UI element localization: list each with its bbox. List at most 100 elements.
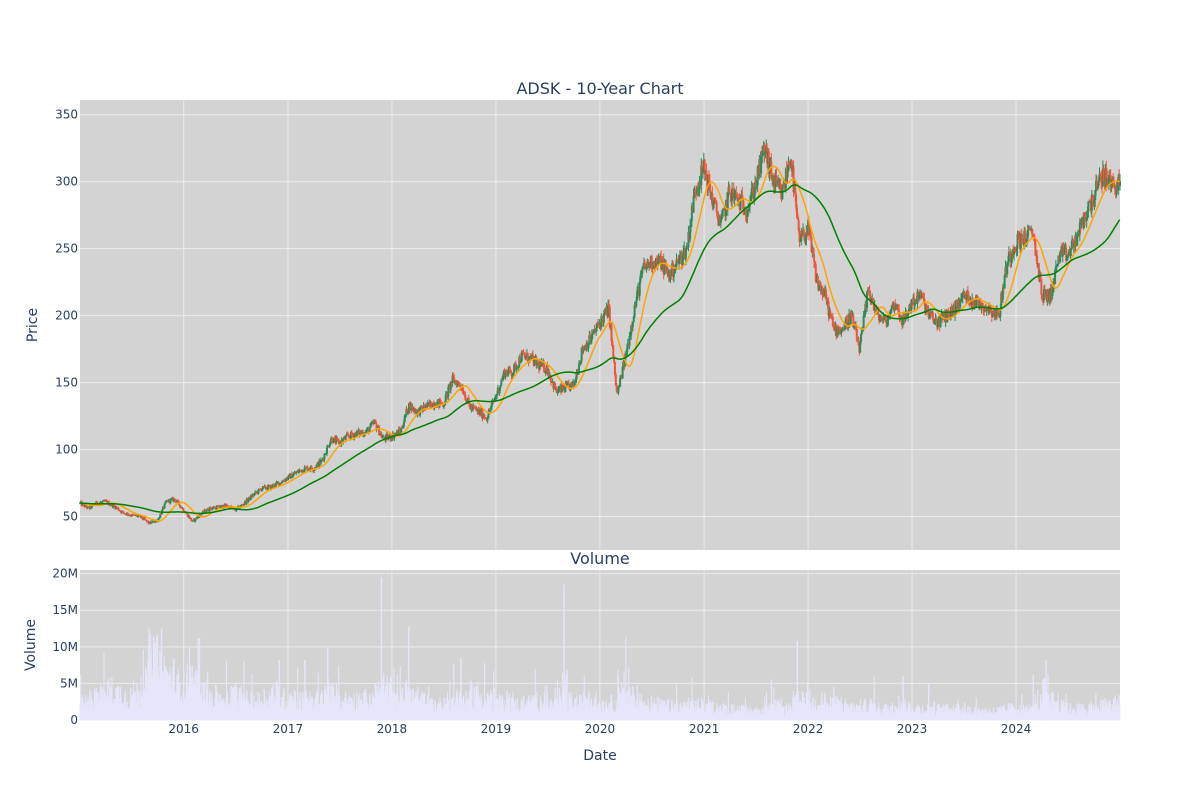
volume-bar bbox=[424, 693, 426, 720]
volume-bar bbox=[907, 709, 909, 720]
volume-bar bbox=[255, 701, 257, 720]
volume-bar bbox=[906, 713, 908, 720]
volume-bar bbox=[194, 684, 196, 720]
volume-bar bbox=[174, 703, 176, 720]
volume-bar bbox=[518, 711, 520, 720]
candle-body bbox=[528, 356, 531, 363]
candle-body bbox=[1091, 194, 1094, 203]
candle-body bbox=[264, 485, 267, 489]
volume-bar bbox=[963, 711, 965, 720]
volume-bar bbox=[1070, 713, 1072, 720]
candle-body bbox=[684, 249, 687, 259]
volume-bar bbox=[156, 696, 158, 720]
volume-bar bbox=[723, 703, 725, 720]
volume-bar bbox=[425, 703, 427, 720]
volume-bar bbox=[85, 702, 87, 720]
volume-bar bbox=[268, 700, 270, 720]
candle-body bbox=[784, 168, 787, 189]
volume-bar bbox=[437, 704, 439, 720]
volume-bar bbox=[127, 707, 130, 720]
volume-bar bbox=[846, 707, 848, 720]
volume-bar bbox=[892, 711, 894, 720]
candle-body bbox=[220, 505, 223, 508]
volume-bar bbox=[523, 712, 525, 720]
volume-bar bbox=[1005, 711, 1007, 720]
volume-bar bbox=[939, 708, 941, 720]
volume-bar bbox=[239, 688, 241, 720]
volume-bar bbox=[413, 698, 416, 720]
candle-body bbox=[859, 341, 862, 353]
volume-bar bbox=[600, 712, 602, 720]
volume-bar bbox=[756, 715, 758, 720]
volume-bar bbox=[882, 708, 884, 720]
volume-bar bbox=[877, 713, 879, 720]
volume-bar bbox=[456, 691, 458, 720]
volume-bar bbox=[167, 672, 169, 720]
candle-body bbox=[985, 309, 988, 311]
candle-body bbox=[1003, 275, 1006, 289]
candle-body bbox=[607, 304, 610, 317]
candle-body bbox=[931, 312, 934, 320]
volume-bar bbox=[1059, 714, 1061, 720]
volume-bar bbox=[407, 693, 409, 720]
volume-bar bbox=[180, 700, 182, 720]
candle-body bbox=[1034, 239, 1037, 256]
candle-body bbox=[844, 318, 847, 330]
candle-body bbox=[761, 150, 764, 156]
candle-body bbox=[247, 499, 250, 502]
candle-body bbox=[465, 400, 468, 402]
volume-bar bbox=[538, 712, 540, 720]
x-axis-title: Date bbox=[583, 748, 616, 764]
candle-body bbox=[733, 192, 736, 199]
volume-bar bbox=[179, 706, 181, 720]
volume-bar bbox=[919, 708, 921, 720]
candle-body bbox=[335, 438, 338, 443]
volume-bar bbox=[726, 715, 728, 720]
volume-bar bbox=[799, 704, 801, 720]
volume-bar bbox=[1084, 711, 1086, 720]
volume-bar bbox=[968, 713, 970, 720]
candle-body bbox=[847, 322, 850, 326]
candle-body bbox=[400, 427, 403, 433]
volume-bar bbox=[602, 713, 604, 720]
candle-body bbox=[852, 315, 855, 328]
volume-bar bbox=[564, 681, 566, 720]
volume-bar bbox=[817, 705, 819, 720]
candle-body bbox=[831, 316, 834, 318]
volume-bar bbox=[216, 691, 218, 720]
volume-bar bbox=[465, 701, 467, 720]
volume-bar bbox=[540, 707, 542, 720]
volume-bar bbox=[321, 690, 323, 720]
candle-body bbox=[384, 434, 387, 441]
volume-bar bbox=[464, 703, 466, 720]
volume-bar bbox=[580, 695, 582, 720]
volume-bar bbox=[1082, 706, 1084, 720]
candle-body bbox=[594, 331, 597, 333]
candle-body bbox=[818, 285, 821, 291]
candle-body bbox=[754, 181, 757, 187]
volume-bar bbox=[802, 691, 804, 720]
volume-bar bbox=[370, 704, 372, 720]
candle-body bbox=[1102, 168, 1105, 182]
candle-body bbox=[748, 206, 751, 211]
volume-bar bbox=[969, 706, 971, 720]
volume-bar bbox=[670, 710, 672, 720]
volume-bar bbox=[511, 701, 513, 720]
volume-bar bbox=[579, 694, 581, 720]
volume-bar bbox=[912, 709, 914, 720]
candle-body bbox=[857, 340, 860, 346]
volume-bar bbox=[641, 703, 643, 720]
candle-body bbox=[868, 290, 871, 296]
volume-bar bbox=[977, 709, 980, 720]
volume-bar bbox=[217, 692, 219, 720]
volume-bar bbox=[713, 714, 715, 720]
candle-body bbox=[787, 163, 790, 172]
candle-body bbox=[608, 306, 611, 328]
volume-bar bbox=[678, 711, 680, 720]
volume-bar bbox=[443, 697, 445, 720]
volume-bar bbox=[694, 700, 696, 720]
volume-bar bbox=[654, 703, 656, 720]
volume-bar bbox=[536, 707, 539, 720]
volume-bar bbox=[775, 713, 777, 720]
volume-bar bbox=[1009, 714, 1011, 720]
